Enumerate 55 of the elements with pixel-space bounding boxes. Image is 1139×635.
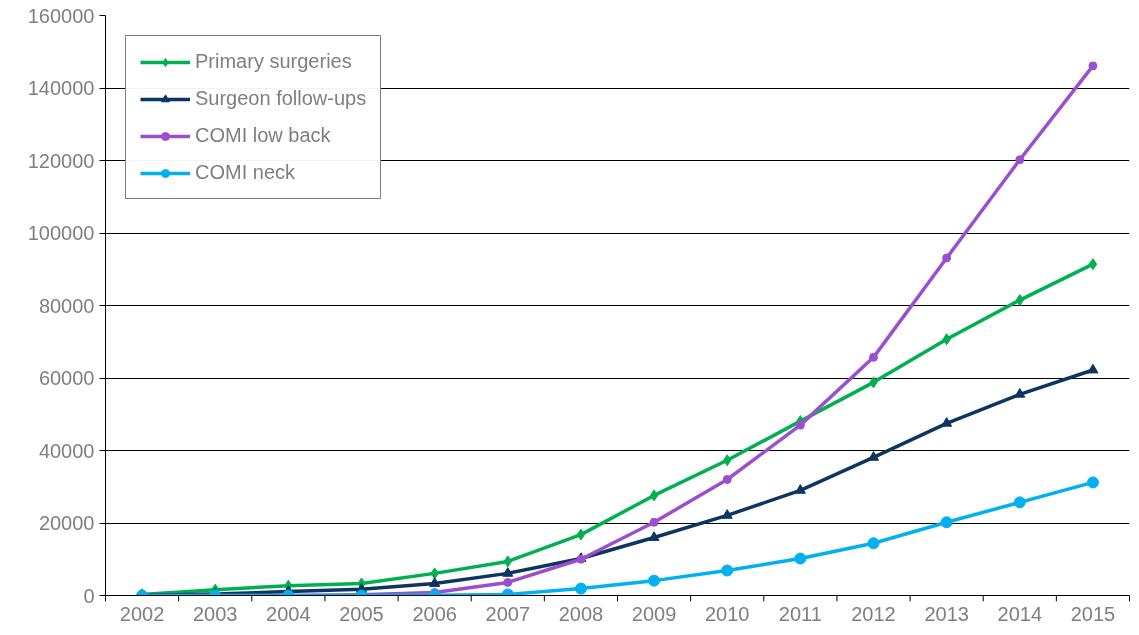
x-tick-label: 2004 [266, 602, 311, 625]
point [502, 567, 514, 577]
point [1088, 61, 1098, 71]
x-tick-label: 2010 [704, 602, 750, 625]
y-tick-label: 120000 [27, 149, 95, 172]
point [722, 475, 732, 484]
point [942, 253, 952, 263]
point [795, 420, 805, 430]
point [429, 577, 441, 587]
x-tick-label: 2014 [997, 602, 1043, 625]
point [503, 577, 513, 587]
point [721, 509, 733, 519]
point [794, 484, 806, 494]
y-tick-label: 0 [83, 584, 95, 607]
point [1014, 388, 1026, 398]
point [868, 451, 879, 461]
x-tick-label: 2007 [485, 602, 531, 625]
x-tick-label: 2015 [1070, 602, 1116, 625]
legend-label: COMI low back [195, 124, 331, 147]
legend-label: COMI neck [195, 161, 296, 184]
point [940, 516, 953, 529]
x-tick-label: 2003 [192, 602, 238, 625]
y-tick-label: 160000 [27, 4, 95, 27]
x-tick-label: 2013 [924, 602, 969, 625]
x-tick-label: 2012 [851, 602, 896, 625]
legend-label: Surgeon follow-ups [195, 87, 367, 110]
x-tick-label: 2002 [119, 602, 165, 625]
point [648, 574, 661, 587]
x-tick-label: 2009 [631, 602, 677, 625]
x-tick-label: 2005 [339, 602, 384, 625]
x-tick-label: 2008 [558, 602, 604, 625]
point [1015, 155, 1025, 165]
point [649, 517, 659, 527]
x-tick-label: 2011 [778, 602, 822, 625]
point [794, 552, 807, 565]
y-tick-label: 140000 [27, 77, 95, 99]
point [867, 537, 880, 550]
legend-label: Primary surgeries [195, 50, 352, 73]
y-tick-label: 60000 [38, 367, 95, 389]
point [574, 582, 587, 595]
point [576, 528, 586, 541]
point [941, 417, 953, 427]
point [649, 489, 659, 502]
point [648, 531, 660, 541]
point [1013, 496, 1026, 509]
point [869, 352, 878, 362]
y-tick-label: 40000 [38, 439, 95, 462]
y-tick-label: 20000 [38, 512, 95, 534]
point [1088, 258, 1098, 271]
point [721, 564, 734, 577]
point [1087, 363, 1099, 374]
point [1086, 476, 1099, 489]
y-tick-label: 100000 [27, 222, 95, 244]
y-tick-label: 80000 [38, 294, 95, 317]
x-tick-label: 2006 [412, 602, 457, 625]
